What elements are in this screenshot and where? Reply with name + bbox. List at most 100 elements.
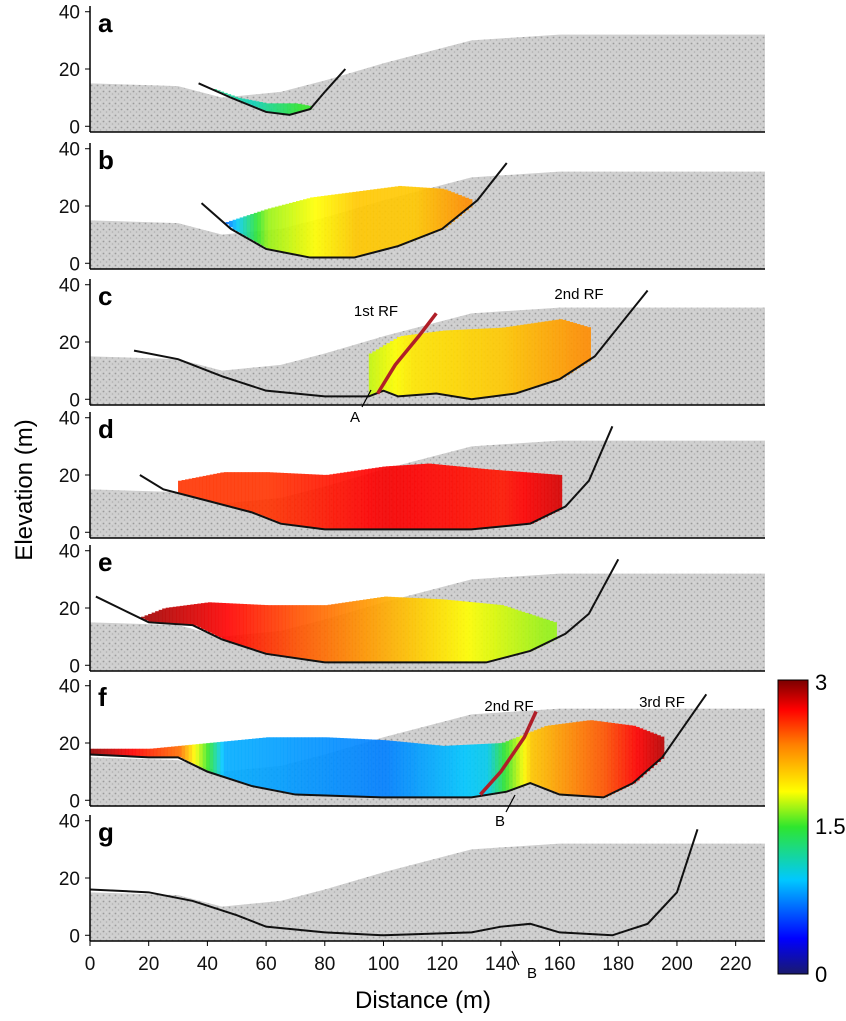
velocity-strip	[230, 740, 235, 780]
velocity-strip	[540, 473, 545, 519]
x-axis-ticks: 0 20 40 60 80 100 120 140 160 180 200 220	[85, 941, 752, 975]
velocity-strip	[495, 743, 499, 794]
velocity-strip	[241, 739, 246, 783]
velocity-strip	[433, 188, 438, 233]
velocity-strip	[185, 745, 189, 761]
velocity-strip	[480, 468, 485, 529]
velocity-strip	[313, 605, 318, 661]
velocity-strip	[207, 602, 212, 633]
velocity-strip	[495, 327, 500, 397]
velocity-strip	[396, 465, 401, 530]
velocity-strip	[243, 216, 248, 236]
velocity-strip	[181, 745, 186, 760]
velocity-strip	[290, 103, 295, 115]
velocity-strip	[171, 746, 175, 758]
velocity-strip	[244, 472, 249, 511]
velocity-strip	[294, 473, 299, 526]
velocity-strip	[533, 472, 538, 522]
velocity-strip	[468, 601, 473, 663]
velocity-strip	[463, 329, 468, 399]
velocity-strip	[600, 721, 605, 798]
velocity-strip	[604, 722, 608, 798]
velocity-strip	[303, 605, 307, 660]
annotation-label: 2nd RF	[554, 286, 603, 303]
velocity-strip	[313, 196, 318, 258]
velocity-strip	[362, 599, 367, 663]
velocity-strip	[486, 603, 491, 663]
velocity-strip	[544, 473, 549, 517]
annotation-label: 2nd RF	[484, 698, 533, 715]
rupture-front-line	[479, 710, 538, 796]
velocity-strip	[345, 602, 350, 663]
velocity-strip	[491, 469, 496, 528]
velocity-strip	[278, 205, 283, 252]
velocity-strip	[396, 741, 401, 798]
y-tick-label: 40	[59, 677, 80, 698]
velocity-strip	[384, 187, 388, 250]
velocity-strip	[382, 740, 387, 798]
velocity-strip	[408, 597, 413, 663]
x-tick-label: 200	[661, 954, 693, 975]
velocity-strip	[347, 471, 351, 530]
velocity-strip	[174, 746, 179, 758]
velocity-strip	[593, 720, 598, 797]
velocity-strip	[299, 605, 304, 659]
x-tick-label: 20	[138, 954, 159, 975]
velocity-strip	[262, 102, 267, 111]
velocity-strip	[190, 604, 195, 626]
velocity-strip	[415, 598, 420, 663]
velocity-strip	[97, 748, 101, 755]
velocity-strip	[488, 328, 493, 398]
velocity-strip	[306, 198, 311, 257]
velocity-strip	[290, 473, 295, 525]
velocity-strip	[484, 743, 489, 796]
velocity-strip	[250, 214, 255, 240]
velocity-strip	[195, 744, 200, 766]
velocity-strip	[301, 737, 306, 795]
velocity-strip	[642, 729, 647, 775]
velocity-strip	[213, 89, 218, 90]
velocity-strip	[301, 473, 306, 527]
velocity-strip	[340, 472, 344, 530]
velocity-strip	[505, 470, 510, 527]
velocity-strip	[311, 474, 316, 528]
velocity-strip	[333, 473, 337, 530]
velocity-strip	[466, 467, 471, 530]
velocity-strip	[465, 197, 469, 211]
velocity-strip	[179, 605, 184, 625]
velocity-strip	[227, 741, 232, 779]
x-tick-label: 160	[544, 954, 576, 975]
velocity-strip	[199, 476, 203, 499]
velocity-strip	[422, 598, 427, 663]
velocity-strip	[520, 324, 525, 393]
velocity-strip	[209, 742, 214, 773]
velocity-strip	[317, 605, 321, 662]
colorbar: 3 1.5 0	[777, 670, 846, 987]
x-tick-label: 80	[314, 954, 335, 975]
velocity-strip	[431, 463, 436, 530]
velocity-strip	[463, 744, 468, 798]
velocity-strip	[209, 474, 214, 502]
velocity-strip	[510, 608, 515, 656]
y-tick-label: 40	[59, 140, 80, 161]
panel-letter: a	[98, 8, 113, 38]
velocity-strip	[318, 474, 323, 529]
velocity-strip	[544, 321, 549, 384]
velocity-strip	[380, 596, 385, 663]
velocity-strip	[215, 602, 219, 637]
velocity-strip	[433, 598, 438, 663]
velocity-strip	[618, 723, 623, 791]
velocity-strip	[118, 748, 122, 756]
velocity-strip	[220, 741, 225, 776]
velocity-strip	[111, 748, 115, 756]
sliding-surface-line	[89, 829, 699, 937]
velocity-strip	[341, 602, 346, 663]
velocity-strip	[188, 744, 193, 763]
velocity-strip	[243, 604, 248, 647]
velocity-strip	[415, 187, 420, 240]
velocity-strip	[466, 744, 471, 798]
velocity-strip	[206, 475, 211, 501]
velocity-strip	[121, 748, 126, 757]
velocity-strip	[632, 725, 637, 784]
